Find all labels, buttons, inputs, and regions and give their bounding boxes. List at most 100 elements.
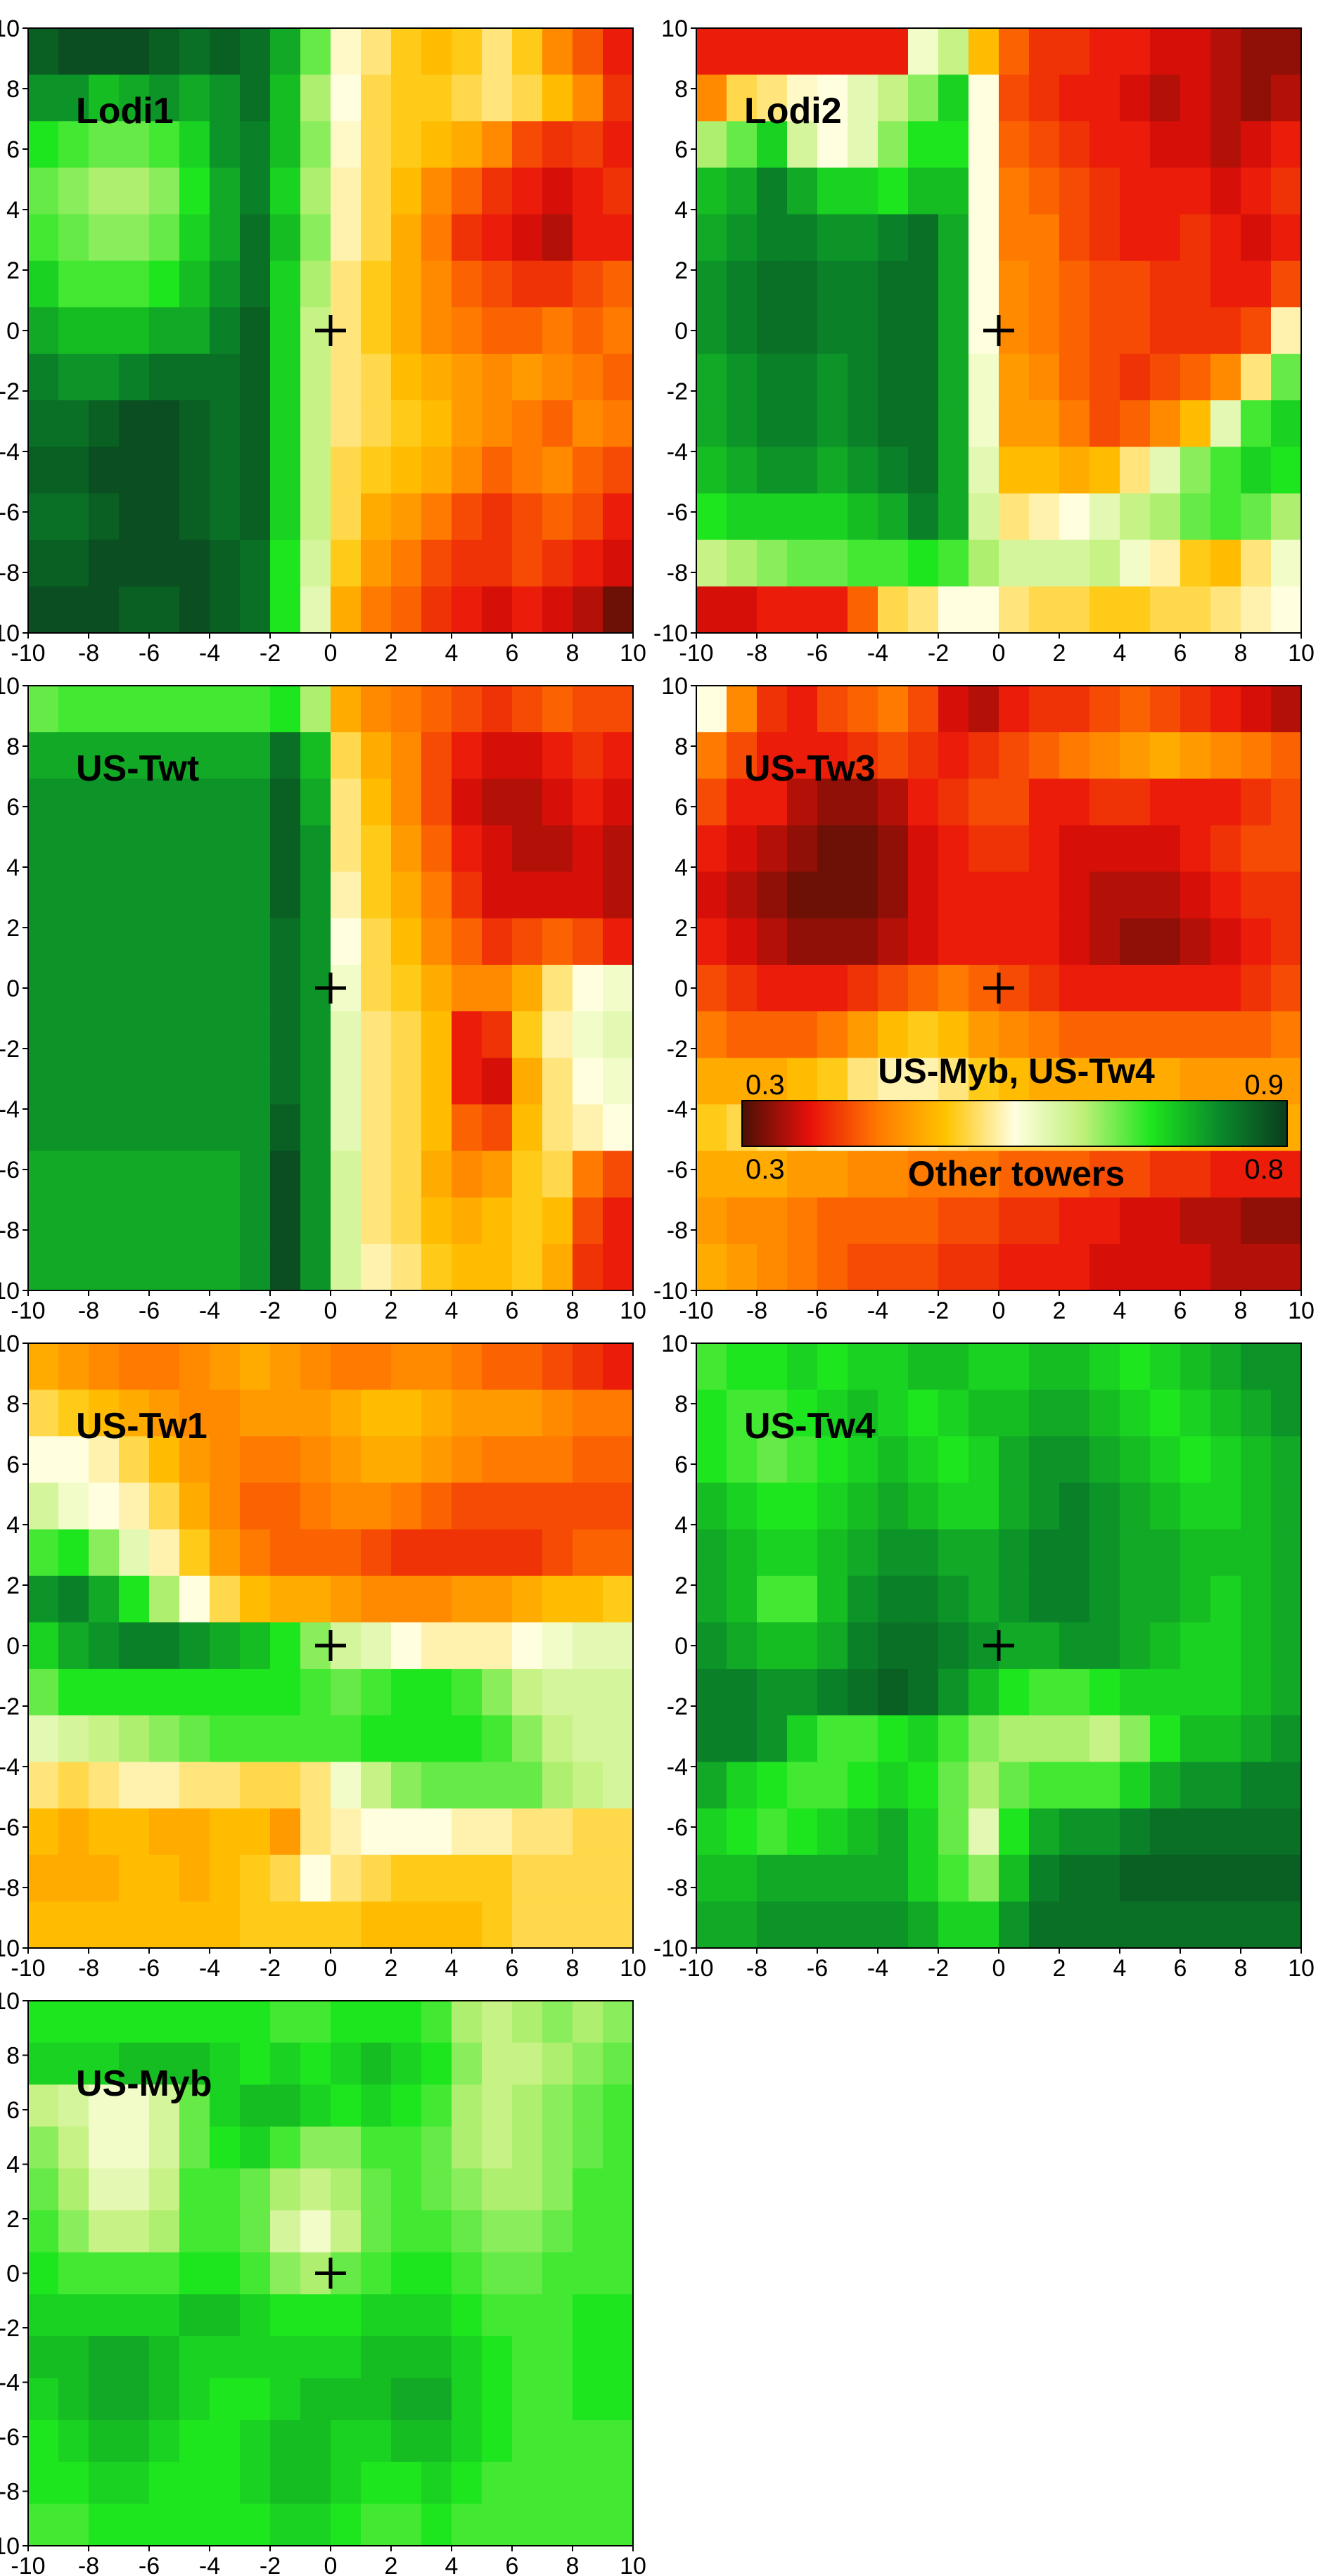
heatmap-cell bbox=[89, 2378, 120, 2421]
heatmap-cells bbox=[28, 1343, 634, 1949]
heatmap-cell bbox=[300, 778, 331, 826]
heatmap-cell bbox=[512, 1622, 543, 1670]
heatmap-cell bbox=[58, 1622, 89, 1670]
heatmap-cell bbox=[542, 686, 573, 733]
heatmap-cell bbox=[817, 1390, 848, 1437]
heatmap-cell bbox=[542, 214, 573, 262]
heatmap-cell bbox=[58, 1104, 89, 1152]
heatmap-cell bbox=[270, 447, 301, 494]
heatmap-cell bbox=[179, 2420, 210, 2463]
heatmap-cell bbox=[1059, 1529, 1090, 1577]
heatmap-cell bbox=[1210, 1622, 1241, 1670]
heatmap-cell bbox=[938, 1854, 969, 1902]
heatmap-cell bbox=[757, 778, 788, 826]
heatmap-cell bbox=[573, 1808, 603, 1856]
heatmap-cell bbox=[119, 1901, 150, 1949]
heatmap-cell bbox=[969, 1390, 999, 1437]
heatmap-cell bbox=[542, 167, 573, 215]
heatmap-cell bbox=[1180, 1575, 1211, 1623]
heatmap-cell bbox=[603, 964, 634, 1012]
heatmap-cell bbox=[1210, 1197, 1241, 1245]
heatmap-cell bbox=[89, 1243, 120, 1291]
heatmap-cell bbox=[1180, 1058, 1211, 1105]
heatmap-cell bbox=[727, 121, 758, 169]
heatmap-cell bbox=[512, 2378, 543, 2421]
heatmap-cell bbox=[512, 825, 543, 873]
x-tick-label: 10 bbox=[1288, 640, 1315, 667]
heatmap-cell bbox=[210, 1529, 241, 1577]
heatmap-cell bbox=[512, 918, 543, 966]
heatmap-cell bbox=[58, 2084, 89, 2127]
heatmap-cell bbox=[1059, 964, 1090, 1012]
heatmap-cell bbox=[787, 1762, 818, 1809]
heatmap-cell bbox=[452, 214, 482, 262]
heatmap-cell bbox=[452, 493, 482, 541]
heatmap-cell bbox=[542, 1622, 573, 1670]
heatmap-cell bbox=[58, 167, 89, 215]
heatmap-cell bbox=[1089, 75, 1120, 122]
heatmap-cells bbox=[28, 28, 634, 634]
heatmap-cell bbox=[28, 2042, 59, 2085]
heatmap-cell bbox=[757, 586, 788, 634]
heatmap-cell bbox=[331, 2504, 362, 2546]
heatmap-cell bbox=[270, 2168, 301, 2211]
heatmap-cell bbox=[787, 75, 818, 122]
heatmap-cell bbox=[28, 2210, 59, 2253]
heatmap-cell bbox=[512, 2084, 543, 2127]
heatmap-cell bbox=[89, 2461, 120, 2504]
legend-label-top: US-Myb, US-Tw4 bbox=[878, 1051, 1155, 1091]
heatmap-cell bbox=[89, 1854, 120, 1902]
heatmap-cell bbox=[179, 586, 210, 634]
heatmap-cell bbox=[240, 1622, 271, 1670]
y-tick-label: 10 bbox=[661, 673, 688, 700]
heatmap-cell bbox=[512, 214, 543, 262]
heatmap-cell bbox=[452, 400, 482, 447]
heatmap-cell bbox=[878, 1343, 909, 1390]
heatmap-cell bbox=[149, 167, 180, 215]
heatmap-cell bbox=[603, 1575, 634, 1623]
heatmap-cell bbox=[300, 686, 331, 733]
heatmap-cell bbox=[210, 121, 241, 169]
heatmap-cell bbox=[482, 918, 513, 966]
heatmap-cell bbox=[482, 167, 513, 215]
heatmap-cell bbox=[1150, 1669, 1181, 1716]
heatmap-cell bbox=[300, 2504, 331, 2546]
heatmap-cell bbox=[482, 825, 513, 873]
heatmap-cell bbox=[240, 1011, 271, 1058]
heatmap-cell bbox=[512, 1901, 543, 1949]
heatmap-cell bbox=[361, 2084, 392, 2127]
heatmap-cell bbox=[452, 1058, 482, 1105]
heatmap-cell bbox=[1271, 686, 1302, 733]
heatmap-cell bbox=[1271, 1436, 1302, 1484]
heatmap-cell bbox=[969, 825, 999, 873]
heatmap-cell bbox=[1120, 493, 1151, 541]
heatmap-cell bbox=[89, 2294, 120, 2337]
heatmap-cell bbox=[179, 1390, 210, 1437]
heatmap-cell bbox=[210, 400, 241, 447]
heatmap-cell bbox=[28, 2168, 59, 2211]
heatmap-cell bbox=[603, 354, 634, 401]
heatmap-cell bbox=[969, 1436, 999, 1484]
heatmap-cell bbox=[240, 307, 271, 354]
heatmap-cell bbox=[542, 75, 573, 122]
heatmap-cell bbox=[361, 1575, 392, 1623]
heatmap-cell bbox=[573, 2252, 603, 2295]
heatmap-cell bbox=[787, 586, 818, 634]
heatmap-cell bbox=[1180, 964, 1211, 1012]
heatmap-cell bbox=[421, 2504, 452, 2546]
heatmap-cell bbox=[149, 586, 180, 634]
heatmap-cell bbox=[727, 28, 758, 75]
heatmap-cell bbox=[179, 447, 210, 494]
heatmap-cell bbox=[28, 1575, 59, 1623]
heatmap-cell bbox=[1089, 400, 1120, 447]
heatmap-cell bbox=[421, 2378, 452, 2421]
heatmap-cell bbox=[179, 1529, 210, 1577]
heatmap-cell bbox=[787, 121, 818, 169]
heatmap-cell bbox=[1089, 28, 1120, 75]
heatmap-cell bbox=[119, 1808, 150, 1856]
y-tick-label: 4 bbox=[6, 854, 20, 881]
heatmap-cell bbox=[270, 2126, 301, 2170]
heatmap-cell bbox=[119, 1011, 150, 1058]
heatmap-cell bbox=[421, 2461, 452, 2504]
heatmap-cell bbox=[787, 1901, 818, 1949]
